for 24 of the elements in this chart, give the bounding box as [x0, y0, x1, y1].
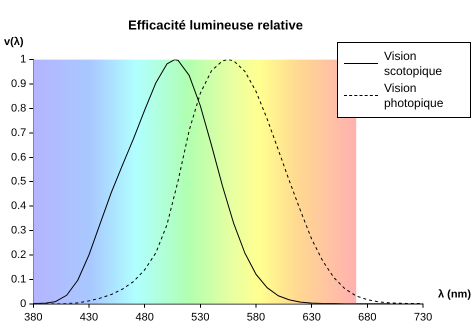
y-tick-label: 0.3 [10, 224, 26, 237]
x-tick-label: 680 [358, 311, 377, 324]
x-axis-title: λ (nm) [438, 288, 472, 300]
y-tick-label: 0.7 [10, 126, 26, 139]
y-tick-label: 0.8 [10, 102, 26, 114]
x-tick-label: 430 [80, 311, 98, 324]
x-tick-label: 580 [246, 311, 266, 324]
chart-title: Efficacité lumineuse relative [128, 17, 303, 32]
y-tick-label: 0.9 [10, 78, 26, 90]
y-tick-label: 0.6 [10, 151, 26, 164]
y-tick-label: 0.5 [10, 176, 26, 188]
y-tick-label: 0.1 [10, 273, 26, 286]
y-tick-label: 0 [20, 298, 26, 310]
y-tick-label: 0.4 [10, 200, 26, 212]
y-tick-label: 0.2 [10, 248, 26, 261]
x-tick-label: 630 [302, 311, 321, 324]
x-tick-label: 480 [135, 311, 154, 324]
x-tick-label: 380 [24, 311, 42, 324]
y-axis-title: v(λ) [4, 36, 24, 48]
legend-label: Vision scotopique [384, 48, 444, 79]
x-tick-label: 730 [414, 311, 432, 324]
y-tick-label: 1 [20, 54, 26, 66]
legend-label: Vision photopique [384, 80, 444, 111]
x-tick-label: 530 [191, 311, 210, 324]
